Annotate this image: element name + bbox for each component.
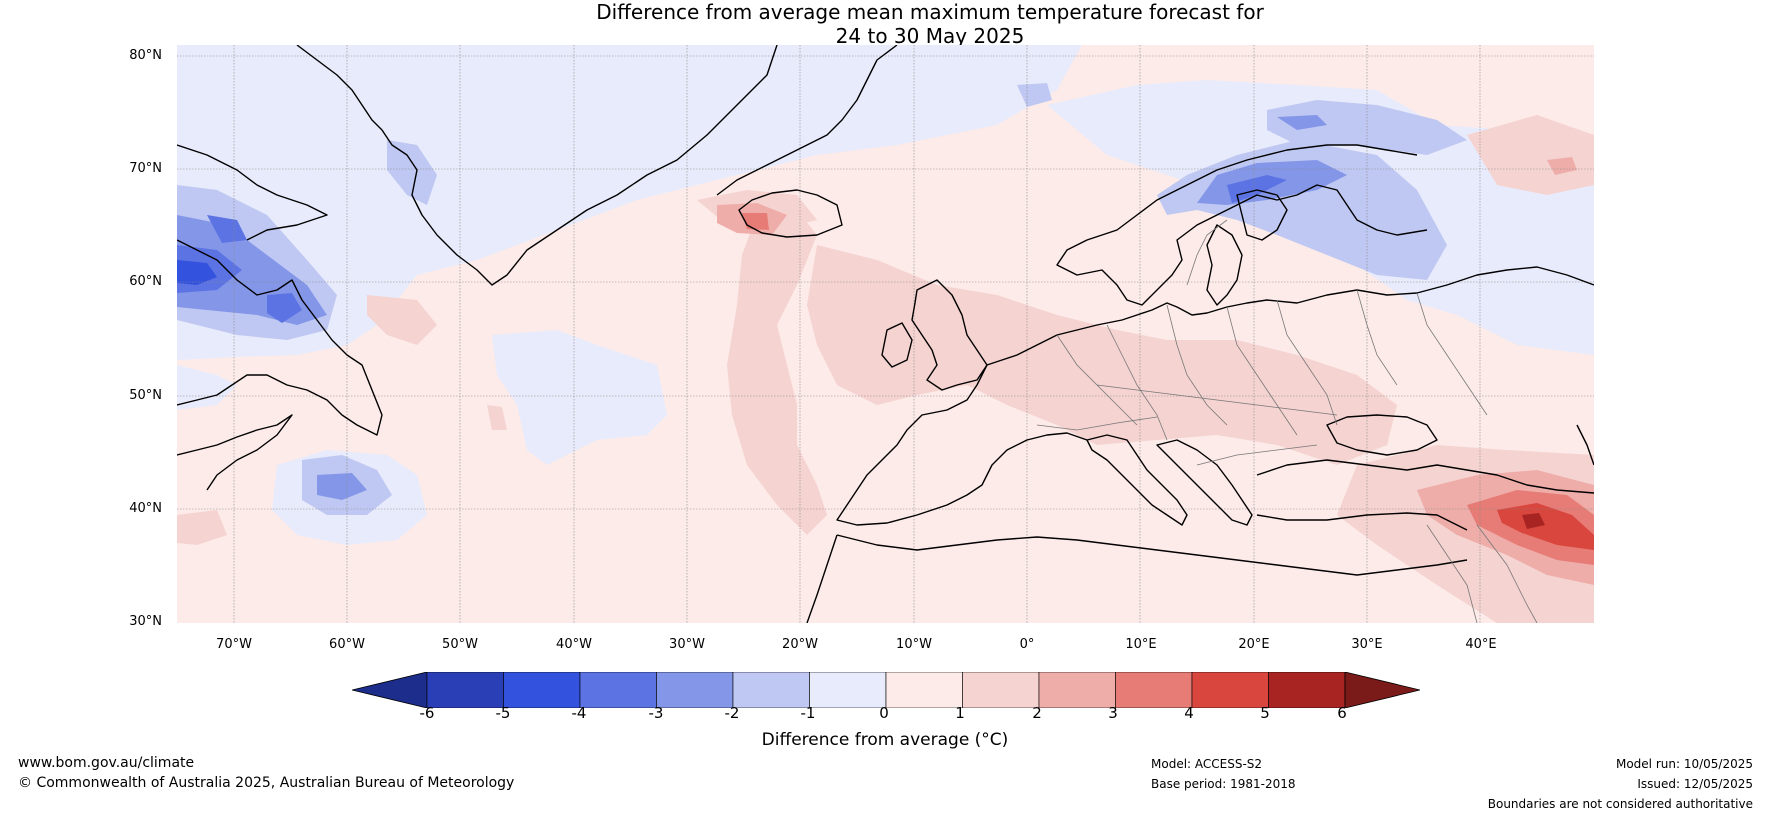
colorbar-tick: 0: [879, 704, 889, 722]
title-line-1: Difference from average mean maximum tem…: [596, 0, 1264, 24]
lat-label-40n: 40°N: [129, 501, 162, 516]
lat-label-30n: 30°N: [129, 614, 162, 629]
website-link[interactable]: www.bom.gov.au/climate: [18, 755, 195, 771]
lon-label-20e: 20°E: [1238, 637, 1270, 652]
lon-label-30e: 30°E: [1351, 637, 1383, 652]
colorbar-segment: [1268, 671, 1346, 709]
colorbar-tick: -6: [419, 704, 435, 722]
lon-label-40w: 40°W: [556, 637, 592, 652]
colorbar-segment: [1038, 671, 1116, 709]
model-run-text: Model run: 10/05/2025: [1615, 757, 1753, 771]
coastlines: [177, 45, 1594, 623]
disclaimer-text: Boundaries are not considered authoritat…: [1487, 797, 1753, 811]
colorbar-tick: 2: [1032, 704, 1042, 722]
model-text: Model: ACCESS-S2: [1151, 757, 1263, 771]
lon-label-10w: 10°W: [896, 637, 932, 652]
base-period-text: Base period: 1981-2018: [1151, 777, 1296, 791]
map-canvas: [177, 45, 1594, 623]
lon-label-10e: 10°E: [1125, 637, 1157, 652]
temperature-anomaly-map: [177, 45, 1594, 623]
copyright-text: © Commonwealth of Australia 2025, Austra…: [18, 775, 515, 791]
colorbar-extension-low: [351, 671, 428, 709]
lat-label-80n: 80°N: [129, 48, 162, 63]
colorbar-segment: [1115, 671, 1193, 709]
title-line-2: 24 to 30 May 2025: [835, 24, 1025, 48]
lon-label-50w: 50°W: [442, 637, 478, 652]
lon-label-0: 0°: [1019, 637, 1035, 652]
hot-anomaly-regions: [717, 157, 1594, 585]
colorbar-segment: [656, 671, 734, 709]
colorbar-segment: [503, 671, 581, 709]
colorbar-svg: [351, 671, 1421, 709]
coldest-anomaly-core: [177, 175, 1287, 323]
colorbar-tick: 5: [1260, 704, 1270, 722]
colorbar-tick: -2: [724, 704, 740, 722]
colorbar: [351, 671, 1421, 709]
colorbar-tick: 1: [955, 704, 965, 722]
colorbar-label: Difference from average (°C): [761, 730, 1009, 750]
colorbar-tick: 3: [1108, 704, 1118, 722]
colorbar-tick: 6: [1337, 704, 1347, 722]
lon-label-30w: 30°W: [669, 637, 705, 652]
lat-label-70n: 70°N: [129, 161, 162, 176]
lat-label-60n: 60°N: [129, 274, 162, 289]
map-title: Difference from average mean maximum tem…: [0, 0, 1770, 48]
lon-label-70w: 70°W: [216, 637, 252, 652]
cool-anomaly-regions: [177, 45, 1594, 545]
colorbar-segment: [579, 671, 657, 709]
colorbar-segment: [732, 671, 810, 709]
colorbar-tick: -3: [648, 704, 664, 722]
lon-label-60w: 60°W: [329, 637, 365, 652]
lat-label-50n: 50°N: [129, 388, 162, 403]
colorbar-segment: [962, 671, 1040, 709]
colorbar-extension-high: [1344, 671, 1421, 709]
colorbar-segment: [426, 671, 504, 709]
colorbar-tick: -1: [800, 704, 816, 722]
colorbar-segment: [809, 671, 887, 709]
colorbar-tick: -5: [495, 704, 511, 722]
colorbar-segment: [1191, 671, 1269, 709]
lon-label-40e: 40°E: [1465, 637, 1497, 652]
issued-text: Issued: 12/05/2025: [1637, 777, 1753, 791]
lon-label-20w: 20°W: [782, 637, 818, 652]
country-borders: [1036, 219, 1538, 623]
colorbar-tick: 4: [1184, 704, 1194, 722]
colorbar-segment: [885, 671, 963, 709]
colorbar-tick: -4: [571, 704, 587, 722]
graticule: [177, 45, 1594, 623]
